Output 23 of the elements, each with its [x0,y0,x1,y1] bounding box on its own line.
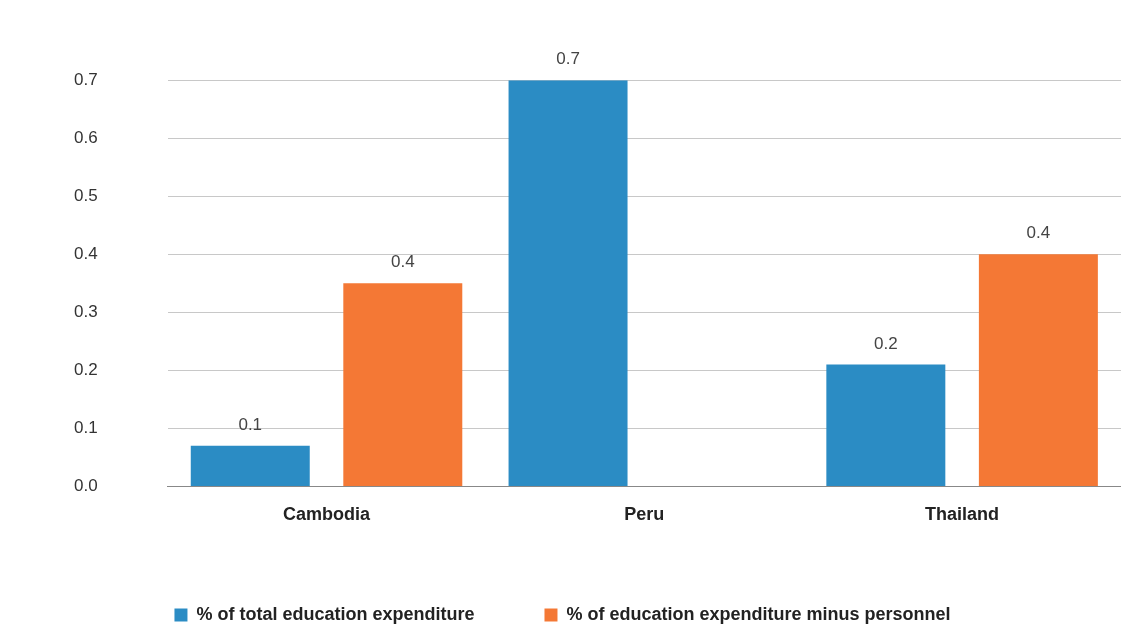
data-label: 0.7 [556,49,580,69]
bar [826,364,946,486]
x-tick-label: Thailand [925,504,1000,525]
data-label: 0.4 [1026,223,1051,243]
data-label: 0.1 [238,414,263,434]
bar [343,283,463,486]
x-tick-label: Peru [624,504,665,525]
y-tick-label: 0.0 [73,476,98,496]
y-tick-label: 0.2 [73,360,98,380]
legend-label: % of education expenditure minus personnel [566,603,951,624]
y-tick-label: 0.6 [73,127,98,147]
y-tick-label: 0.3 [73,302,98,321]
legend-label: % of total education expenditure [196,603,475,624]
data-label: 0.4 [390,252,415,272]
y-tick-label: 0.5 [73,185,98,205]
y-tick-label: 0.4 [73,243,98,263]
y-tick-label: 0.1 [73,418,98,438]
x-tick-label: Cambodia [283,504,372,525]
bar [190,445,310,486]
data-label: 0.2 [874,333,898,353]
bar [978,254,1098,486]
y-tick-label: 0.7 [73,69,98,89]
bar [508,80,628,486]
